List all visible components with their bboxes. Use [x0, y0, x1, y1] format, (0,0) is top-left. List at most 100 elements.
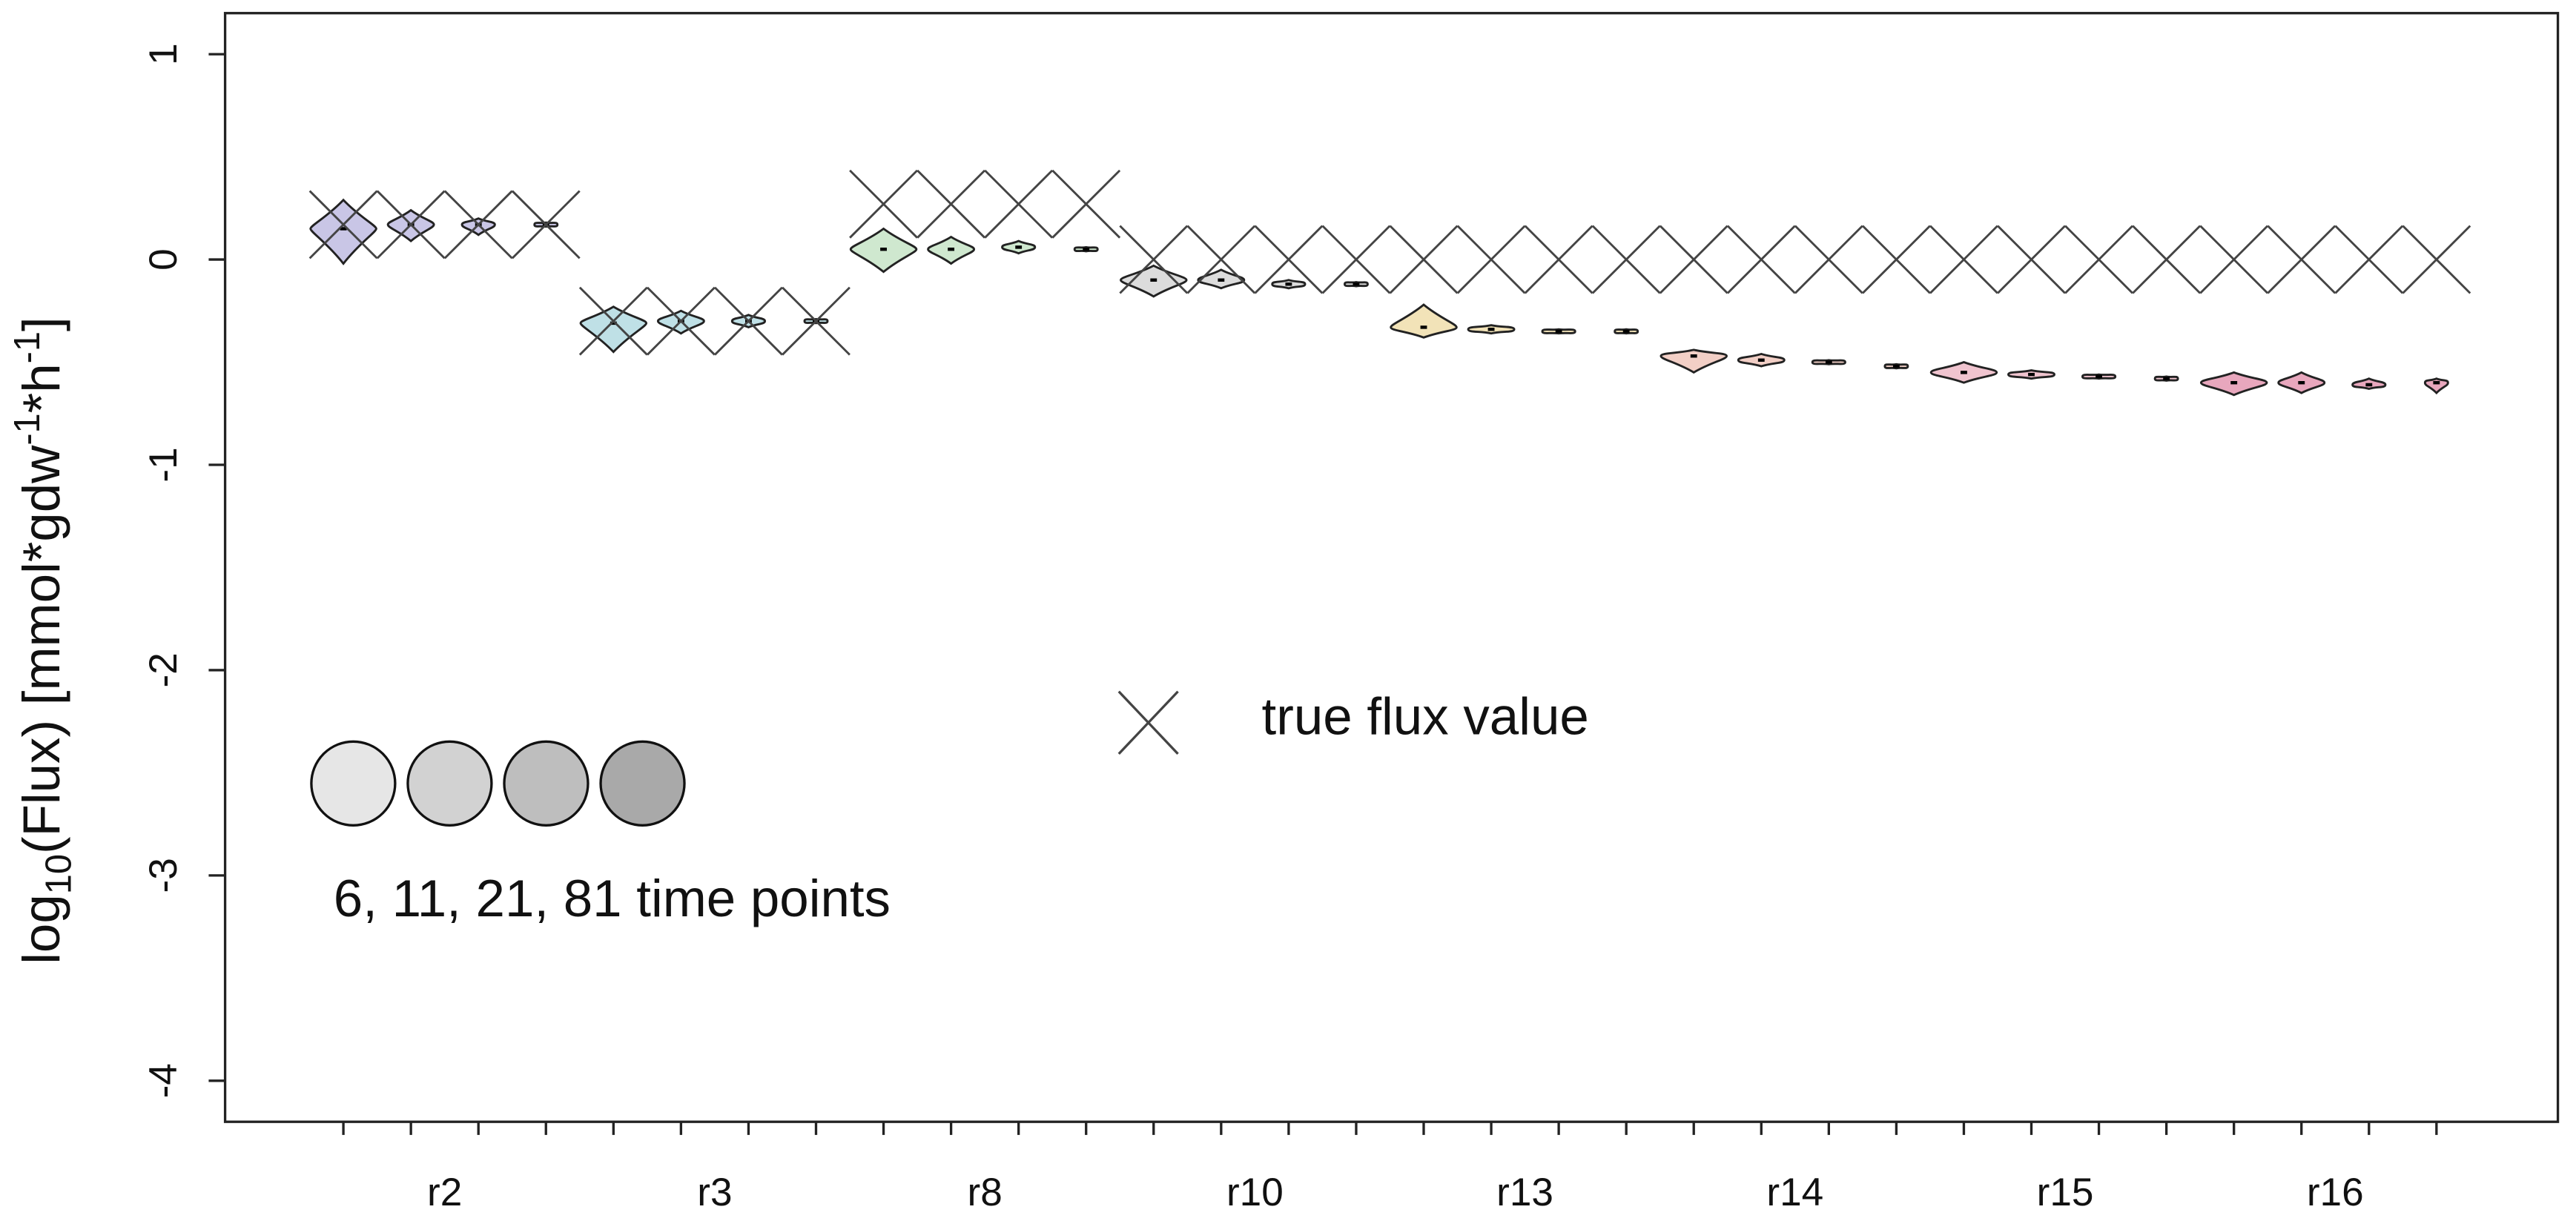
- x-marker-stroke: [1997, 225, 2066, 294]
- violin: [460, 217, 496, 236]
- x-marker-stroke: [1254, 225, 1324, 294]
- legend-swatch: [599, 740, 686, 827]
- true-flux-marker: [1321, 225, 1391, 294]
- x-marker-stroke: [2334, 225, 2404, 294]
- y-tick-label: -4: [142, 1063, 185, 1098]
- y-label-sup: -1: [7, 331, 47, 363]
- true-flux-marker: [511, 190, 581, 259]
- x-marker-stroke: [984, 169, 1054, 239]
- true-flux-marker: [376, 190, 446, 259]
- true-flux-marker: [2199, 225, 2269, 294]
- true-flux-marker: [1659, 225, 1728, 294]
- true-flux-marker: [1929, 225, 1998, 294]
- violin: [309, 198, 377, 265]
- violin: [1659, 348, 1728, 374]
- x-marker-stroke: [1659, 225, 1728, 294]
- annotation-text: true flux value: [1262, 687, 1589, 746]
- true-flux-marker: [782, 286, 851, 356]
- x-marker-stroke: [376, 190, 446, 259]
- x-marker-stroke: [1591, 225, 1661, 294]
- true-flux-marker: [578, 286, 648, 356]
- y-tick-label: -2: [142, 652, 185, 687]
- x-marker-stroke: [2132, 225, 2202, 294]
- y-tick-label: -3: [142, 858, 185, 893]
- x-marker-stroke: [2267, 225, 2336, 294]
- y-axis-label: log10(Flux) [mmol*gdw-1*h-1]: [7, 317, 79, 964]
- y-label-part: (Flux) [mmol*gdw: [13, 445, 71, 854]
- y-tick-label: 0: [142, 248, 185, 271]
- true-flux-marker: [1051, 169, 1121, 239]
- violin: [579, 305, 648, 354]
- x-tick-label: r10: [1226, 1171, 1284, 1214]
- x-tick-label: r16: [2307, 1171, 2364, 1214]
- true-flux-marker: [443, 190, 513, 259]
- x-tick-label: r13: [1496, 1171, 1553, 1214]
- x-marker-stroke: [1456, 225, 1526, 294]
- true-flux-marker: [1186, 225, 1256, 294]
- true-flux-marker: [1726, 225, 1796, 294]
- true-flux-marker: [2064, 225, 2134, 294]
- legend-swatch: [503, 740, 589, 827]
- true-flux-marker: [2132, 225, 2202, 294]
- y-tick-label: -1: [142, 447, 185, 482]
- x-marker-stroke: [443, 190, 513, 259]
- x-marker-stroke: [2402, 225, 2471, 294]
- true-flux-marker: [917, 169, 986, 239]
- x-tick-label: r15: [2037, 1171, 2094, 1214]
- true-flux-marker: [713, 286, 783, 356]
- x-marker-stroke: [1929, 225, 1998, 294]
- violin: [2423, 377, 2449, 395]
- true-flux-marker: [2267, 225, 2336, 294]
- true-flux-marker: [984, 169, 1054, 239]
- x-marker-stroke: [308, 190, 378, 259]
- plot-frame: [223, 12, 2560, 1123]
- violin: [1390, 303, 1458, 339]
- legend-swatch: [406, 740, 493, 827]
- x-marker-stroke: [2199, 225, 2269, 294]
- y-label-part: log: [13, 894, 71, 964]
- x-tick-label: r8: [967, 1171, 1002, 1214]
- y-tick-label: 1: [142, 43, 185, 65]
- true-flux-marker: [1524, 225, 1594, 294]
- x-marker-stroke: [1051, 169, 1121, 239]
- x-marker-stroke: [1861, 225, 1931, 294]
- y-label-sup: -1: [7, 413, 47, 445]
- x-marker-stroke: [1794, 225, 1863, 294]
- x-marker-stroke: [1389, 225, 1459, 294]
- true-flux-marker: [849, 169, 918, 239]
- true-flux-marker: [308, 190, 378, 259]
- x-marker-stroke: [646, 286, 716, 356]
- y-label-part: *h: [13, 363, 71, 413]
- x-tick-label: r3: [697, 1171, 732, 1214]
- x-marker-stroke: [2064, 225, 2134, 294]
- x-marker-stroke: [1186, 225, 1256, 294]
- true-flux-marker: [1591, 225, 1661, 294]
- x-marker-stroke: [1524, 225, 1594, 294]
- true-flux-marker: [1861, 225, 1931, 294]
- y-label-sub: 10: [39, 854, 79, 894]
- true-flux-marker: [1794, 225, 1863, 294]
- x-tick-label: r14: [1766, 1171, 1823, 1214]
- true-flux-marker: [646, 286, 716, 356]
- true-flux-marker: [1456, 225, 1526, 294]
- y-label-part: ]: [13, 317, 71, 331]
- true-flux-marker: [2402, 225, 2471, 294]
- true-flux-marker: [2334, 225, 2404, 294]
- true-flux-marker: [1254, 225, 1324, 294]
- x-marker-stroke: [849, 169, 918, 239]
- true-flux-marker: [1389, 225, 1459, 294]
- x-marker-stroke: [1119, 225, 1189, 294]
- x-tick-label: r2: [427, 1171, 462, 1214]
- true-flux-marker: [1997, 225, 2066, 294]
- x-marker-stroke: [782, 286, 851, 356]
- x-marker-stroke: [511, 190, 581, 259]
- x-marker-stroke: [1726, 225, 1796, 294]
- x-marker-stroke: [1117, 690, 1179, 755]
- x-marker-stroke: [917, 169, 986, 239]
- true-flux-marker: [1119, 225, 1189, 294]
- x-marker-stroke: [578, 286, 648, 356]
- annotation-marker: [1117, 690, 1179, 755]
- legend-text: 6, 11, 21, 81 time points: [334, 870, 891, 928]
